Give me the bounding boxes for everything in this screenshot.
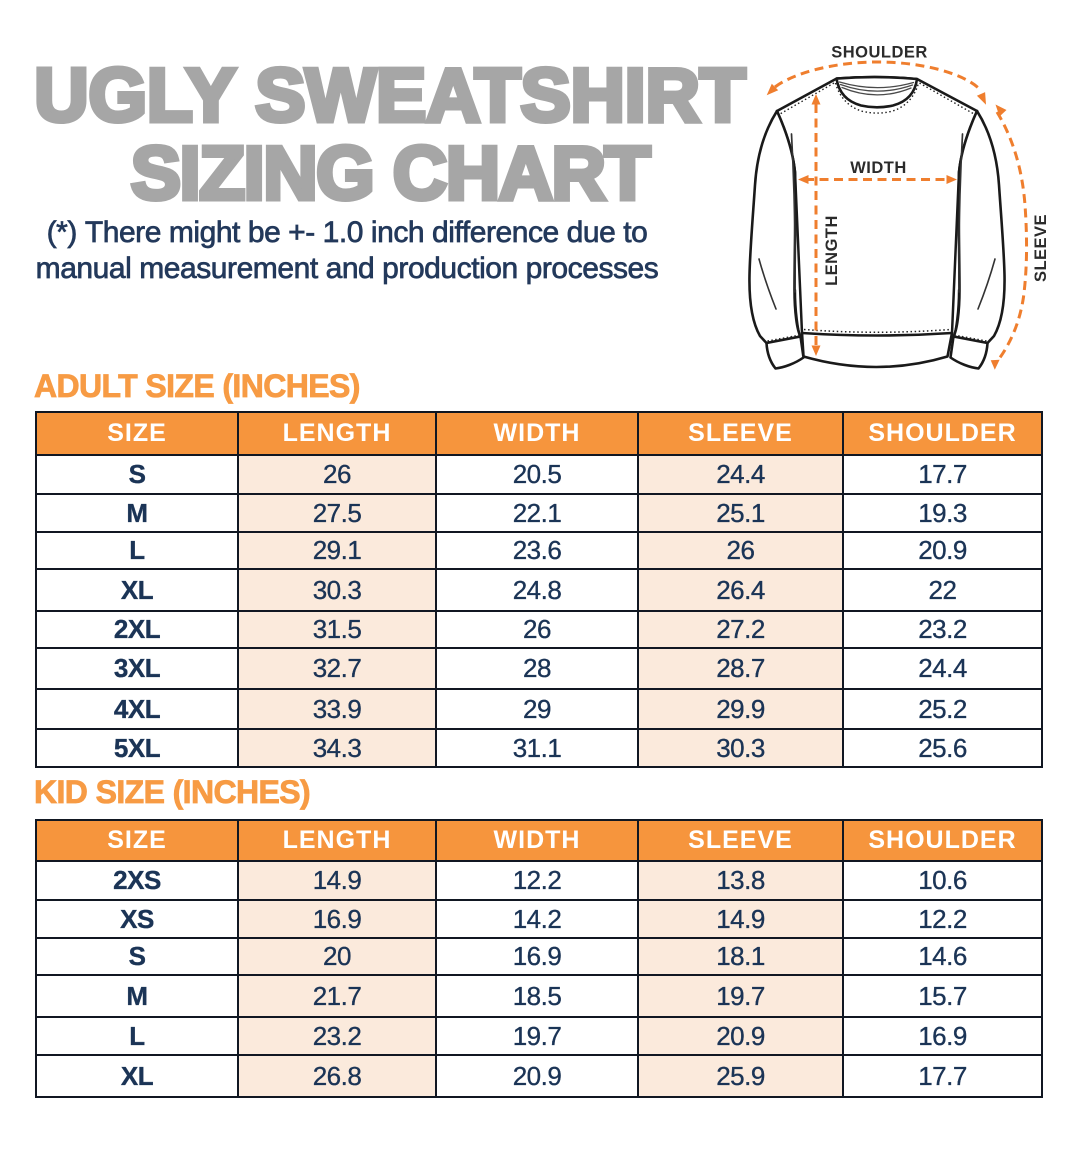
svg-text:LENGTH: LENGTH <box>823 215 841 286</box>
svg-text:SLEEVE: SLEEVE <box>1032 214 1050 282</box>
svg-text:WIDTH: WIDTH <box>850 159 907 177</box>
svg-text:SHOULDER: SHOULDER <box>831 44 928 62</box>
